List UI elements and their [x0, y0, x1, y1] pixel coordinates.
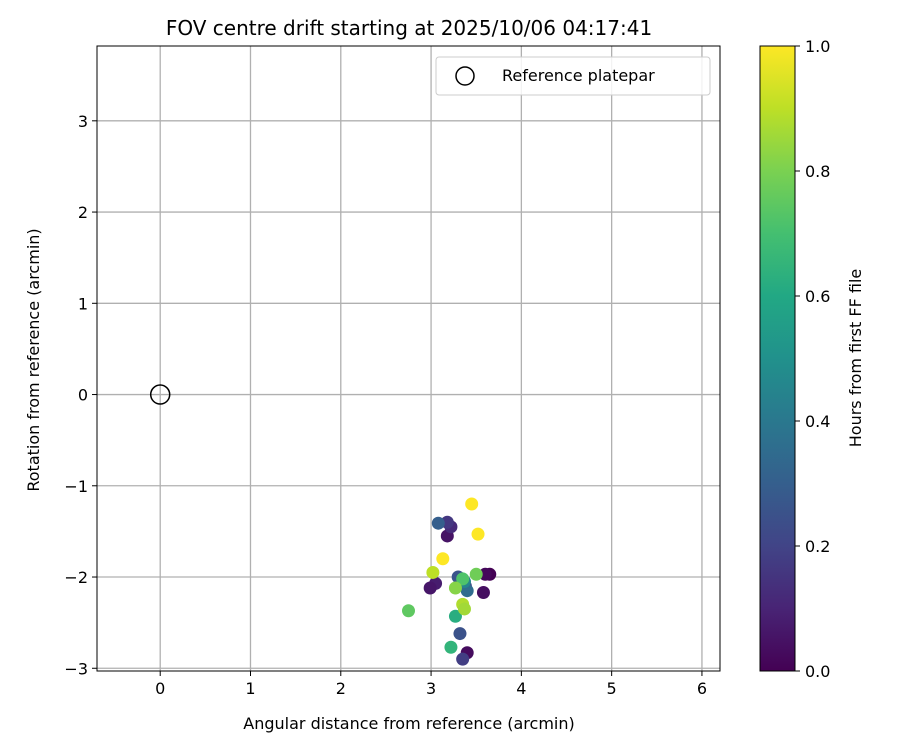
y-tick-label: 0 [78, 386, 88, 405]
colorbar-tick-label: 0.2 [805, 537, 830, 556]
colorbar-label: Hours from first FF file [846, 269, 865, 448]
colorbar-tick-label: 1.0 [805, 37, 830, 56]
colorbar-gradient [759, 45, 796, 672]
scatter-point [456, 652, 470, 666]
x-tick-label: 0 [155, 679, 165, 698]
colorbar-tick-label: 0.6 [805, 287, 830, 306]
legend-box [435, 56, 711, 96]
colorbar: 0.0 0.2 0.4 0.6 0.8 1.0 Hours from first FF f… [759, 37, 865, 681]
x-tick-label: 6 [697, 679, 707, 698]
scatter-point [402, 604, 415, 618]
scatter-point [431, 516, 445, 530]
colorbar-tick-label: 0.8 [805, 162, 830, 181]
scatter-point [453, 627, 467, 641]
y-tick-label: 2 [78, 203, 88, 222]
scatter-point [456, 572, 470, 586]
chart-title: FOV centre drift starting at 2025/10/06 … [166, 16, 652, 40]
x-tick-label: 3 [426, 679, 436, 698]
x-axis-ticks: 0 1 2 3 4 5 6 [155, 671, 707, 698]
scatter-point [423, 581, 437, 595]
scatter-point [457, 602, 471, 616]
scatter-point [471, 527, 485, 541]
reference-point [149, 384, 171, 405]
scatter-point [448, 609, 462, 623]
scatter-point [426, 565, 440, 579]
scatter-point [478, 567, 492, 581]
legend-marker-reference [455, 66, 475, 86]
scatter-point [469, 567, 483, 581]
reference-layer [149, 384, 171, 405]
scatter-point [448, 581, 462, 595]
y-tick-label: 3 [78, 112, 88, 131]
scatter-point [444, 640, 458, 654]
y-tick-label: −3 [64, 659, 88, 678]
x-tick-label: 2 [336, 679, 346, 698]
x-tick-label: 4 [516, 679, 526, 698]
scatter-point [476, 586, 490, 600]
scatter-point [465, 497, 479, 511]
colorbar-tick-label: 0.4 [805, 412, 830, 431]
colorbar-tick-label: 0.0 [805, 662, 830, 681]
legend[interactable]: Reference platepar [435, 56, 711, 96]
y-tick-label: 1 [78, 294, 88, 313]
y-axis-ticks: −3 −2 −1 0 1 2 3 [64, 112, 97, 678]
x-axis-label: Angular distance from reference (arcmin) [243, 714, 574, 733]
x-tick-label: 5 [607, 679, 617, 698]
scatter-point [436, 552, 450, 566]
legend-label-reference: Reference platepar [502, 66, 655, 85]
x-tick-label: 1 [245, 679, 255, 698]
colorbar-ticks: 0.0 0.2 0.4 0.6 0.8 1.0 [795, 37, 830, 681]
plot-frame [96, 45, 721, 672]
y-tick-label: −2 [64, 568, 88, 587]
y-axis-label: Rotation from reference (arcmin) [24, 228, 43, 491]
grid [97, 46, 720, 671]
scatter-points [402, 497, 497, 666]
y-tick-label: −1 [64, 477, 88, 496]
